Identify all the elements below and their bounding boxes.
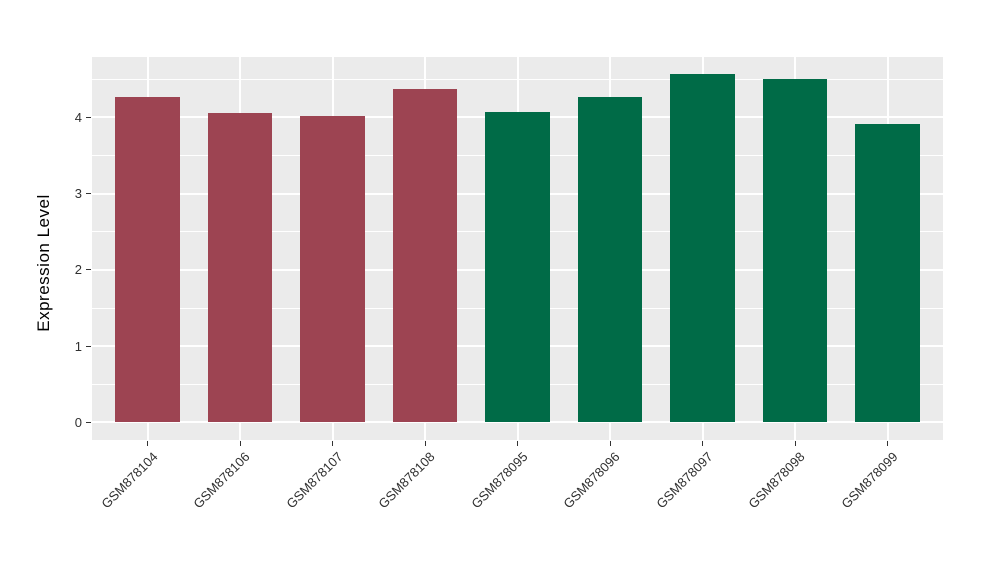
y-axis-tick-mark — [86, 116, 91, 118]
x-axis-tick-label-GSM878096: GSM878096 — [560, 449, 623, 512]
y-axis-tick-mark — [86, 193, 91, 195]
x-axis-tick-label-GSM878097: GSM878097 — [652, 449, 716, 512]
y-axis-tick-label: 0 — [74, 414, 82, 430]
bar-GSM878108 — [392, 89, 458, 423]
x-axis-tick-mark — [239, 441, 241, 446]
y-axis-tick-label: 1 — [74, 338, 82, 354]
bar-GSM878106 — [207, 112, 273, 423]
x-axis-tick-label-GSM878104: GSM878104 — [97, 449, 161, 512]
y-axis-tick-label: 3 — [74, 186, 82, 202]
bar-GSM878098 — [762, 79, 828, 423]
y-axis-tick-mark — [86, 269, 91, 271]
x-axis-tick-mark — [887, 441, 888, 446]
y-axis-tick-label: 4 — [74, 109, 82, 125]
x-axis-tick-mark — [609, 441, 611, 446]
plot-panel — [92, 57, 943, 440]
x-axis-tick-mark — [332, 441, 333, 446]
x-axis-tick-label-GSM878099: GSM878099 — [837, 449, 901, 512]
bar-GSM878107 — [300, 115, 365, 423]
bar-GSM878104 — [115, 96, 180, 423]
bar-GSM878097 — [670, 73, 735, 423]
x-axis-tick-label-GSM878106: GSM878106 — [190, 449, 253, 512]
x-axis-tick-mark — [517, 441, 518, 446]
x-axis-tick-label-GSM878098: GSM878098 — [745, 449, 808, 512]
y-axis-tick-mark — [86, 345, 91, 347]
bar-GSM878095 — [485, 111, 550, 423]
y-axis-tick-label: 2 — [74, 262, 82, 278]
bar-GSM878099 — [855, 124, 920, 423]
x-axis-tick-mark — [794, 441, 796, 446]
x-axis-tick-label-GSM878107: GSM878107 — [282, 449, 346, 512]
y-axis-tick-mark — [86, 421, 91, 423]
bar-GSM878096 — [577, 96, 643, 423]
x-axis-tick-label-GSM878108: GSM878108 — [375, 449, 438, 512]
x-axis-tick-label-GSM878095: GSM878095 — [467, 449, 531, 512]
x-axis-tick-mark — [702, 441, 703, 446]
x-axis-tick-mark — [424, 441, 426, 446]
x-axis-tick-mark — [147, 441, 148, 446]
